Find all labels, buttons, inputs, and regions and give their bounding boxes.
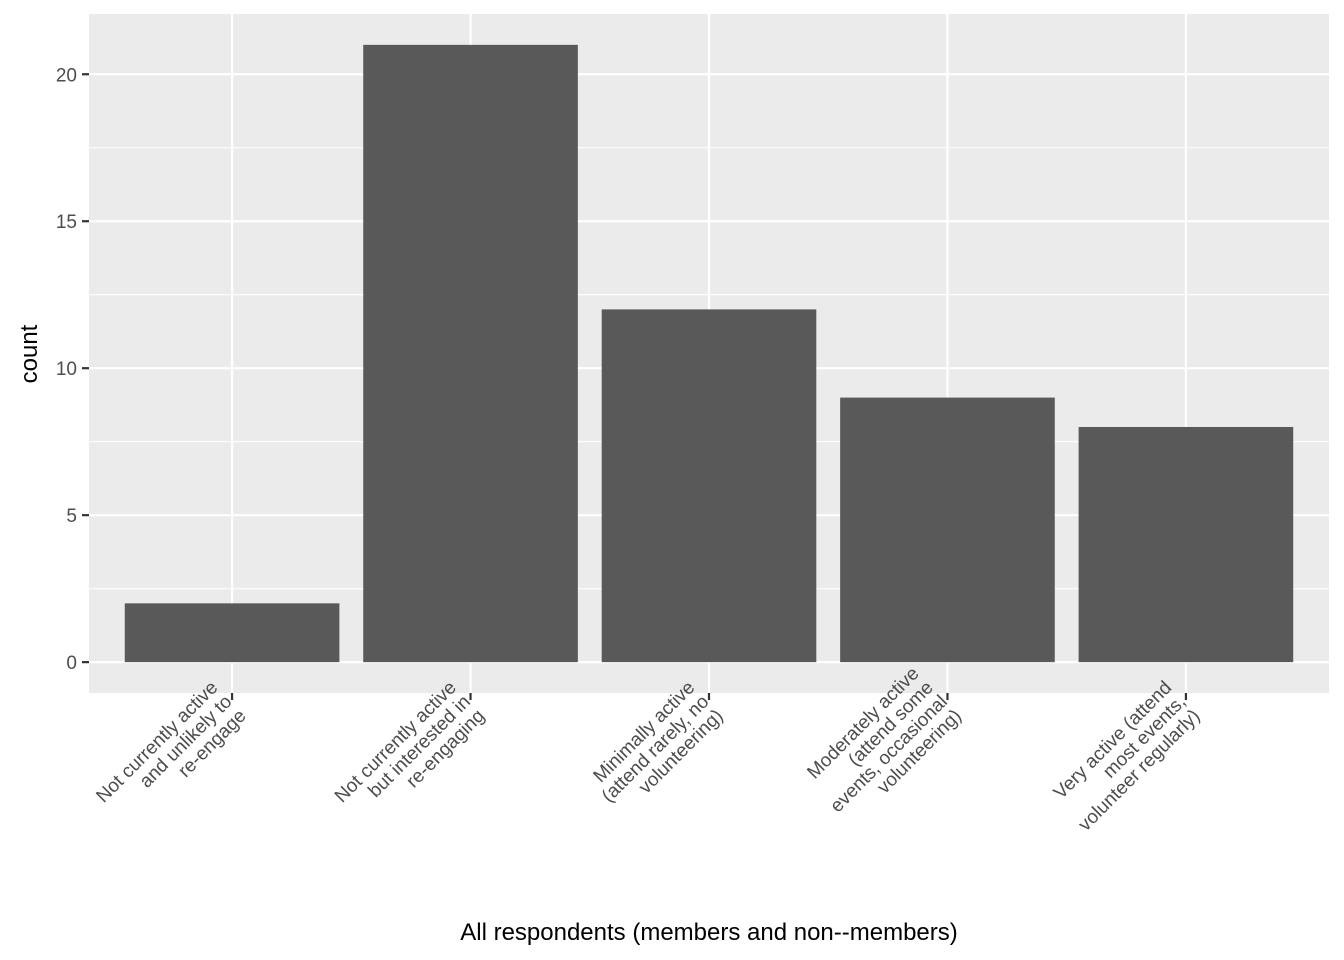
y-tick-label: 5 [66,506,77,527]
x-tick-label: Not currently activebut interested inre-… [331,677,489,835]
y-tick-label: 20 [56,65,77,86]
bar [1078,426,1294,663]
y-tick-label: 0 [66,653,77,674]
x-tick-label: Not currently activeand unlikely tore-en… [92,677,250,835]
y-axis-title: count [16,324,43,383]
bars [124,44,1294,663]
y-axis: 0 5 10 15 20 [56,65,89,674]
bar [363,44,578,663]
x-axis-title: All respondents (members and non--member… [460,919,958,946]
bar [124,603,340,663]
bar [601,309,817,663]
x-tick-label: Very active (attendmost events,volunteer… [1046,677,1204,835]
y-tick-label: 15 [56,212,77,233]
x-tick-label: Minimally active(attend rarely, novolunt… [584,677,728,821]
bar [840,397,1055,663]
y-tick-label: 10 [56,359,77,380]
